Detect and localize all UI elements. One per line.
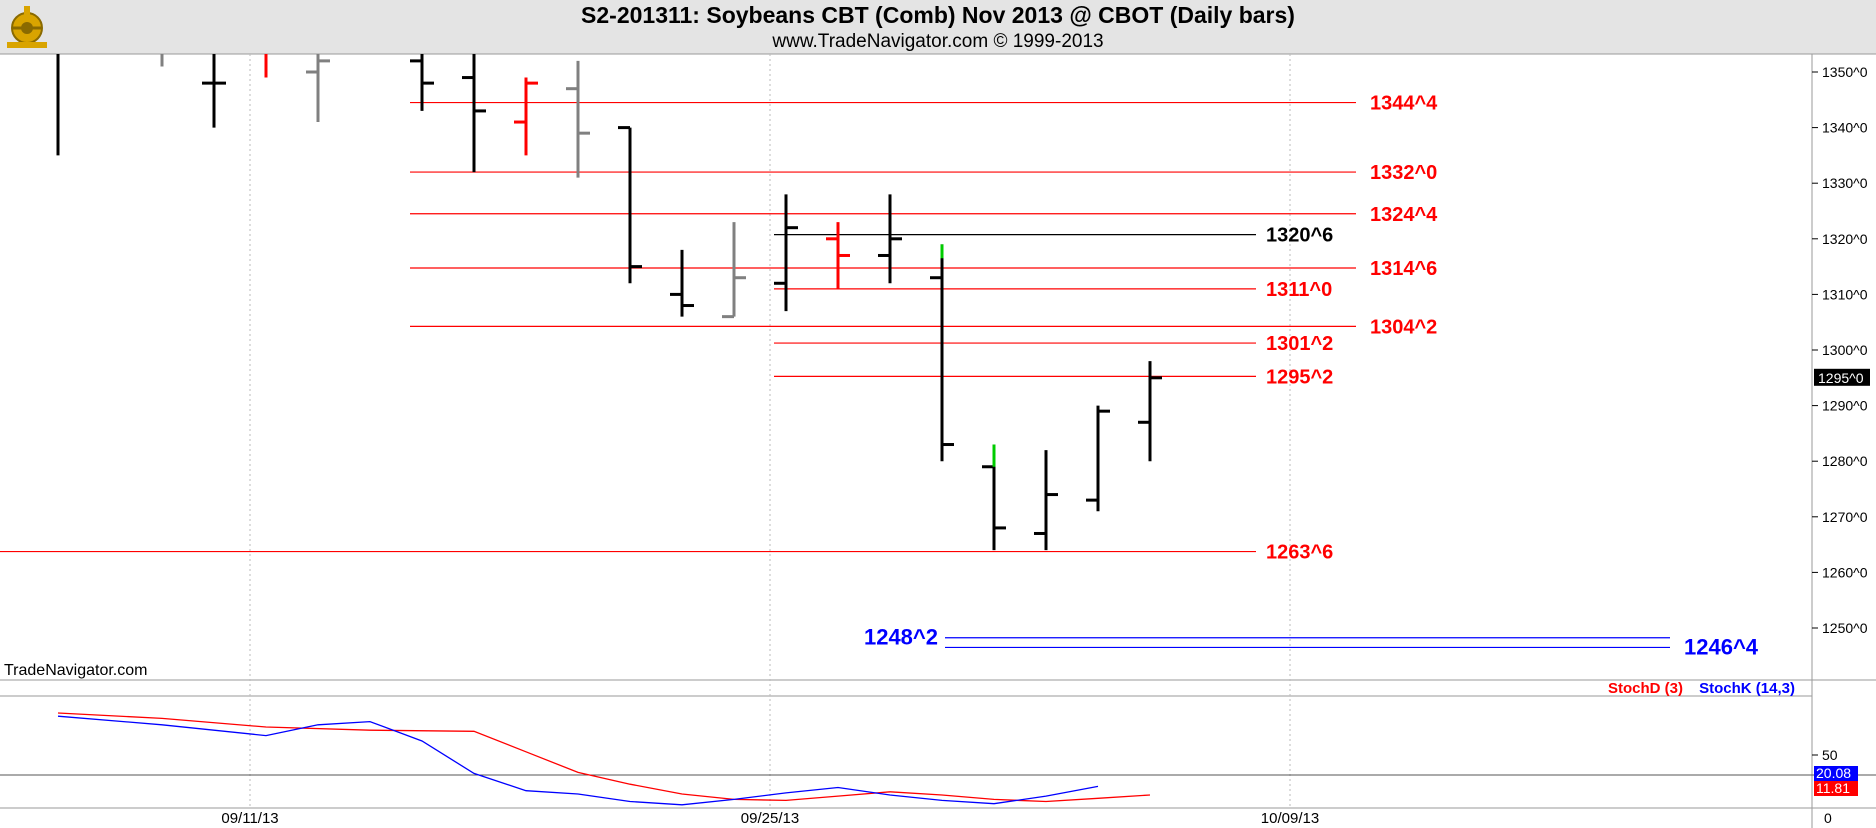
ohlc-bar bbox=[202, 54, 226, 128]
ohlc-bar bbox=[878, 194, 902, 284]
level-label: 1344^4 bbox=[1370, 93, 1438, 115]
level-label: 1263^6 bbox=[1266, 542, 1333, 564]
ohlc-bar bbox=[514, 77, 538, 156]
level-label: 1320^6 bbox=[1266, 225, 1333, 247]
watermark-text: TradeNavigator.com bbox=[4, 662, 147, 679]
y-tick-label: 1270^0 bbox=[1822, 509, 1868, 525]
level-label: 1248^2 bbox=[864, 625, 938, 650]
stochd-value-box bbox=[1814, 781, 1858, 796]
y-tick-label: 1320^0 bbox=[1822, 231, 1868, 247]
level-label: 1314^6 bbox=[1370, 258, 1437, 280]
x-tick-label: 09/11/13 bbox=[221, 810, 278, 827]
legend-stochk: StochK (14,3) bbox=[1699, 680, 1795, 697]
level-label: 1246^4 bbox=[1684, 634, 1759, 659]
last-price-label: 1295^0 bbox=[1818, 370, 1864, 386]
ohlc-bar bbox=[306, 54, 330, 123]
level-label: 1301^2 bbox=[1266, 333, 1333, 355]
ohlc-bar bbox=[982, 444, 1006, 551]
ohlc-bar bbox=[462, 54, 486, 173]
legend-stochd: StochD (3) bbox=[1608, 680, 1683, 697]
stoch-y-tick-label: 50 bbox=[1822, 747, 1838, 763]
ohlc-bar bbox=[670, 249, 694, 317]
y-tick-label: 1330^0 bbox=[1822, 175, 1868, 191]
ohlc-bars bbox=[56, 54, 1162, 551]
ohlc-bar bbox=[774, 194, 798, 312]
ohlc-bar bbox=[930, 244, 954, 462]
ohlc-bar bbox=[722, 222, 746, 319]
ohlc-bar bbox=[826, 222, 850, 289]
level-label: 1324^4 bbox=[1370, 204, 1438, 226]
stoch-line-k bbox=[57, 715, 1099, 806]
stochk-value-box bbox=[1814, 766, 1858, 781]
level-label: 1295^2 bbox=[1266, 366, 1333, 388]
chart-title: S2-201311: Soybeans CBT (Comb) Nov 2013 … bbox=[581, 2, 1295, 28]
ohlc-bar bbox=[1086, 405, 1110, 512]
x-tick-label: 09/25/13 bbox=[741, 810, 799, 827]
ohlc-bar bbox=[264, 54, 268, 78]
chart-subtitle: www.TradeNavigator.com © 1999-2013 bbox=[772, 31, 1104, 52]
y-tick-label: 1280^0 bbox=[1822, 453, 1868, 469]
ohlc-bar bbox=[56, 54, 60, 156]
stoch-line-d bbox=[57, 712, 1151, 803]
y-tick-label: 1350^0 bbox=[1822, 64, 1868, 80]
ohlc-bar bbox=[410, 54, 434, 111]
ohlc-bar bbox=[618, 126, 642, 284]
ohlc-bar bbox=[160, 54, 164, 67]
last-price-box bbox=[1814, 368, 1870, 386]
y-tick-label: 1300^0 bbox=[1822, 342, 1868, 358]
stochd-value-label: 11.81 bbox=[1816, 780, 1850, 796]
y-tick-label: 1290^0 bbox=[1822, 398, 1868, 414]
level-label: 1304^2 bbox=[1370, 316, 1437, 338]
y-tick-label: 1310^0 bbox=[1822, 286, 1868, 302]
trade-navigator-logo-icon bbox=[2, 2, 52, 52]
ohlc-bar bbox=[1138, 361, 1162, 462]
x-tick-label: 10/09/13 bbox=[1261, 810, 1319, 827]
y-tick-label: 1340^0 bbox=[1822, 120, 1868, 136]
y-tick-label: 1250^0 bbox=[1822, 620, 1868, 636]
stoch-zero-label: 0 bbox=[1824, 810, 1832, 826]
stochk-value-label: 20.08 bbox=[1816, 765, 1851, 781]
chart-header: S2-201311: Soybeans CBT (Comb) Nov 2013 … bbox=[0, 0, 1876, 54]
y-tick-label: 1260^0 bbox=[1822, 564, 1868, 580]
ohlc-bar bbox=[1034, 450, 1058, 551]
ohlc-bar bbox=[566, 60, 590, 178]
level-label: 1332^0 bbox=[1370, 162, 1437, 184]
level-label: 1311^0 bbox=[1266, 279, 1332, 301]
